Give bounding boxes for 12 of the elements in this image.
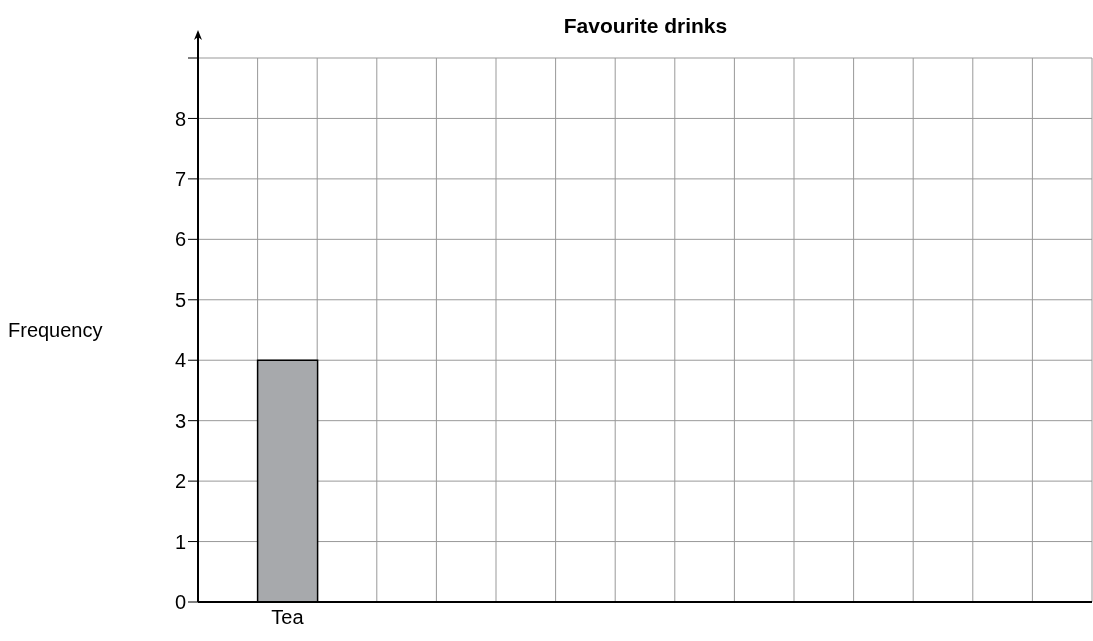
y-tick-label: 0 [174,591,186,614]
y-tick-label: 8 [174,107,186,130]
y-axis-title: Frequency [8,319,103,342]
chart-title: Favourite drinks [562,14,729,38]
y-tick-label: 5 [174,288,186,311]
y-tick-label: 1 [174,530,186,553]
y-tick-label: 3 [174,409,186,432]
y-tick-label: 7 [174,167,186,190]
y-tick-label: 2 [174,470,186,493]
y-tick-label: 6 [174,228,186,251]
x-tick-label: Tea [271,606,305,629]
y-tick-label: 4 [174,349,186,372]
